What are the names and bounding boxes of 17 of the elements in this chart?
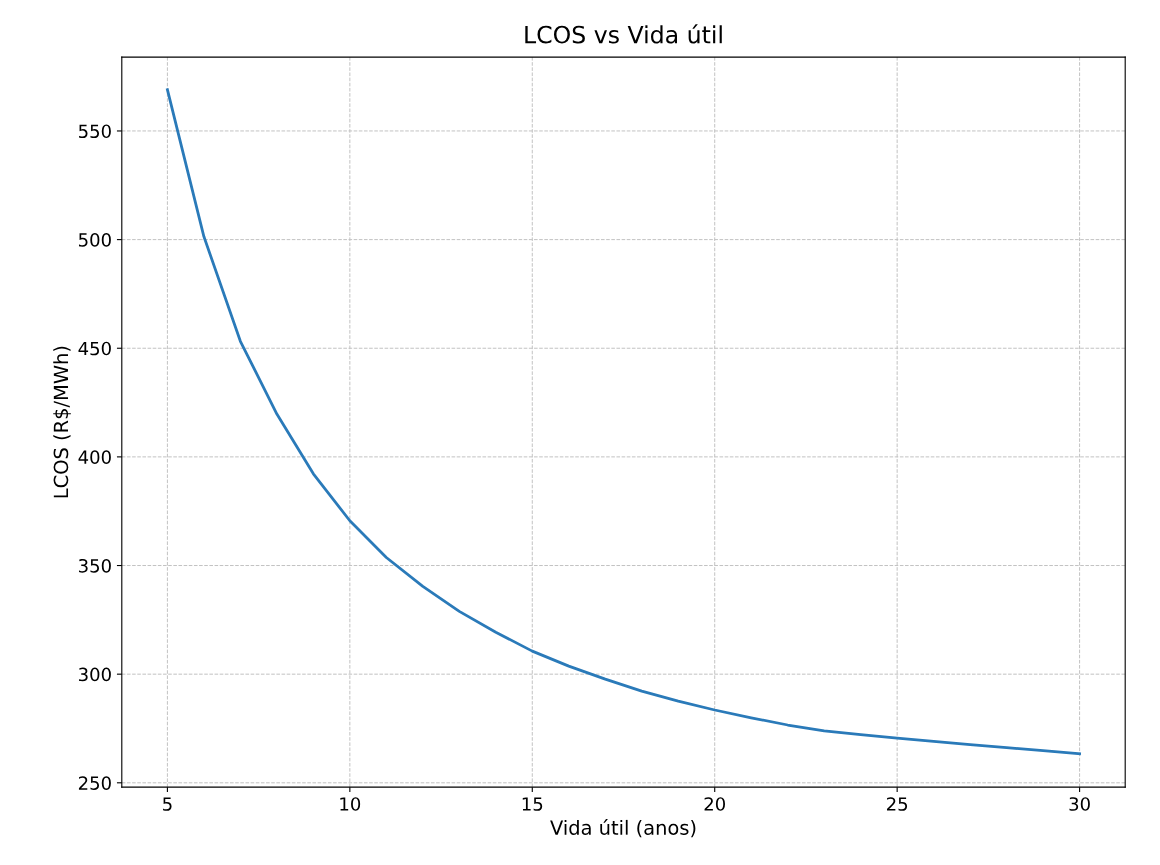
y-tick-label: 500 bbox=[79, 233, 111, 247]
y-tick-label: 250 bbox=[78, 776, 111, 790]
line-series bbox=[166, 88, 1081, 756]
x-tick-label: 5 bbox=[163, 797, 172, 811]
y-tick-label: 400 bbox=[78, 450, 111, 464]
y-tick-label: 450 bbox=[78, 341, 111, 356]
x-tick-label: 15 bbox=[522, 797, 543, 811]
x-tick-label: 20 bbox=[704, 797, 726, 811]
y-tick-label: 350 bbox=[78, 558, 111, 573]
x-tick-label: 10 bbox=[340, 797, 361, 811]
y-tick-label: 550 bbox=[79, 124, 111, 139]
x-tick-label: 30 bbox=[1069, 797, 1090, 811]
chart-title: LCOS vs Vida útil bbox=[525, 24, 722, 44]
y-tick-label: 300 bbox=[78, 667, 111, 682]
y-axis-title: LCOS (R$/MWh) bbox=[53, 346, 71, 498]
x-tick-label: 25 bbox=[886, 797, 908, 811]
x-axis-title: Vida útil (anos) bbox=[550, 819, 696, 838]
